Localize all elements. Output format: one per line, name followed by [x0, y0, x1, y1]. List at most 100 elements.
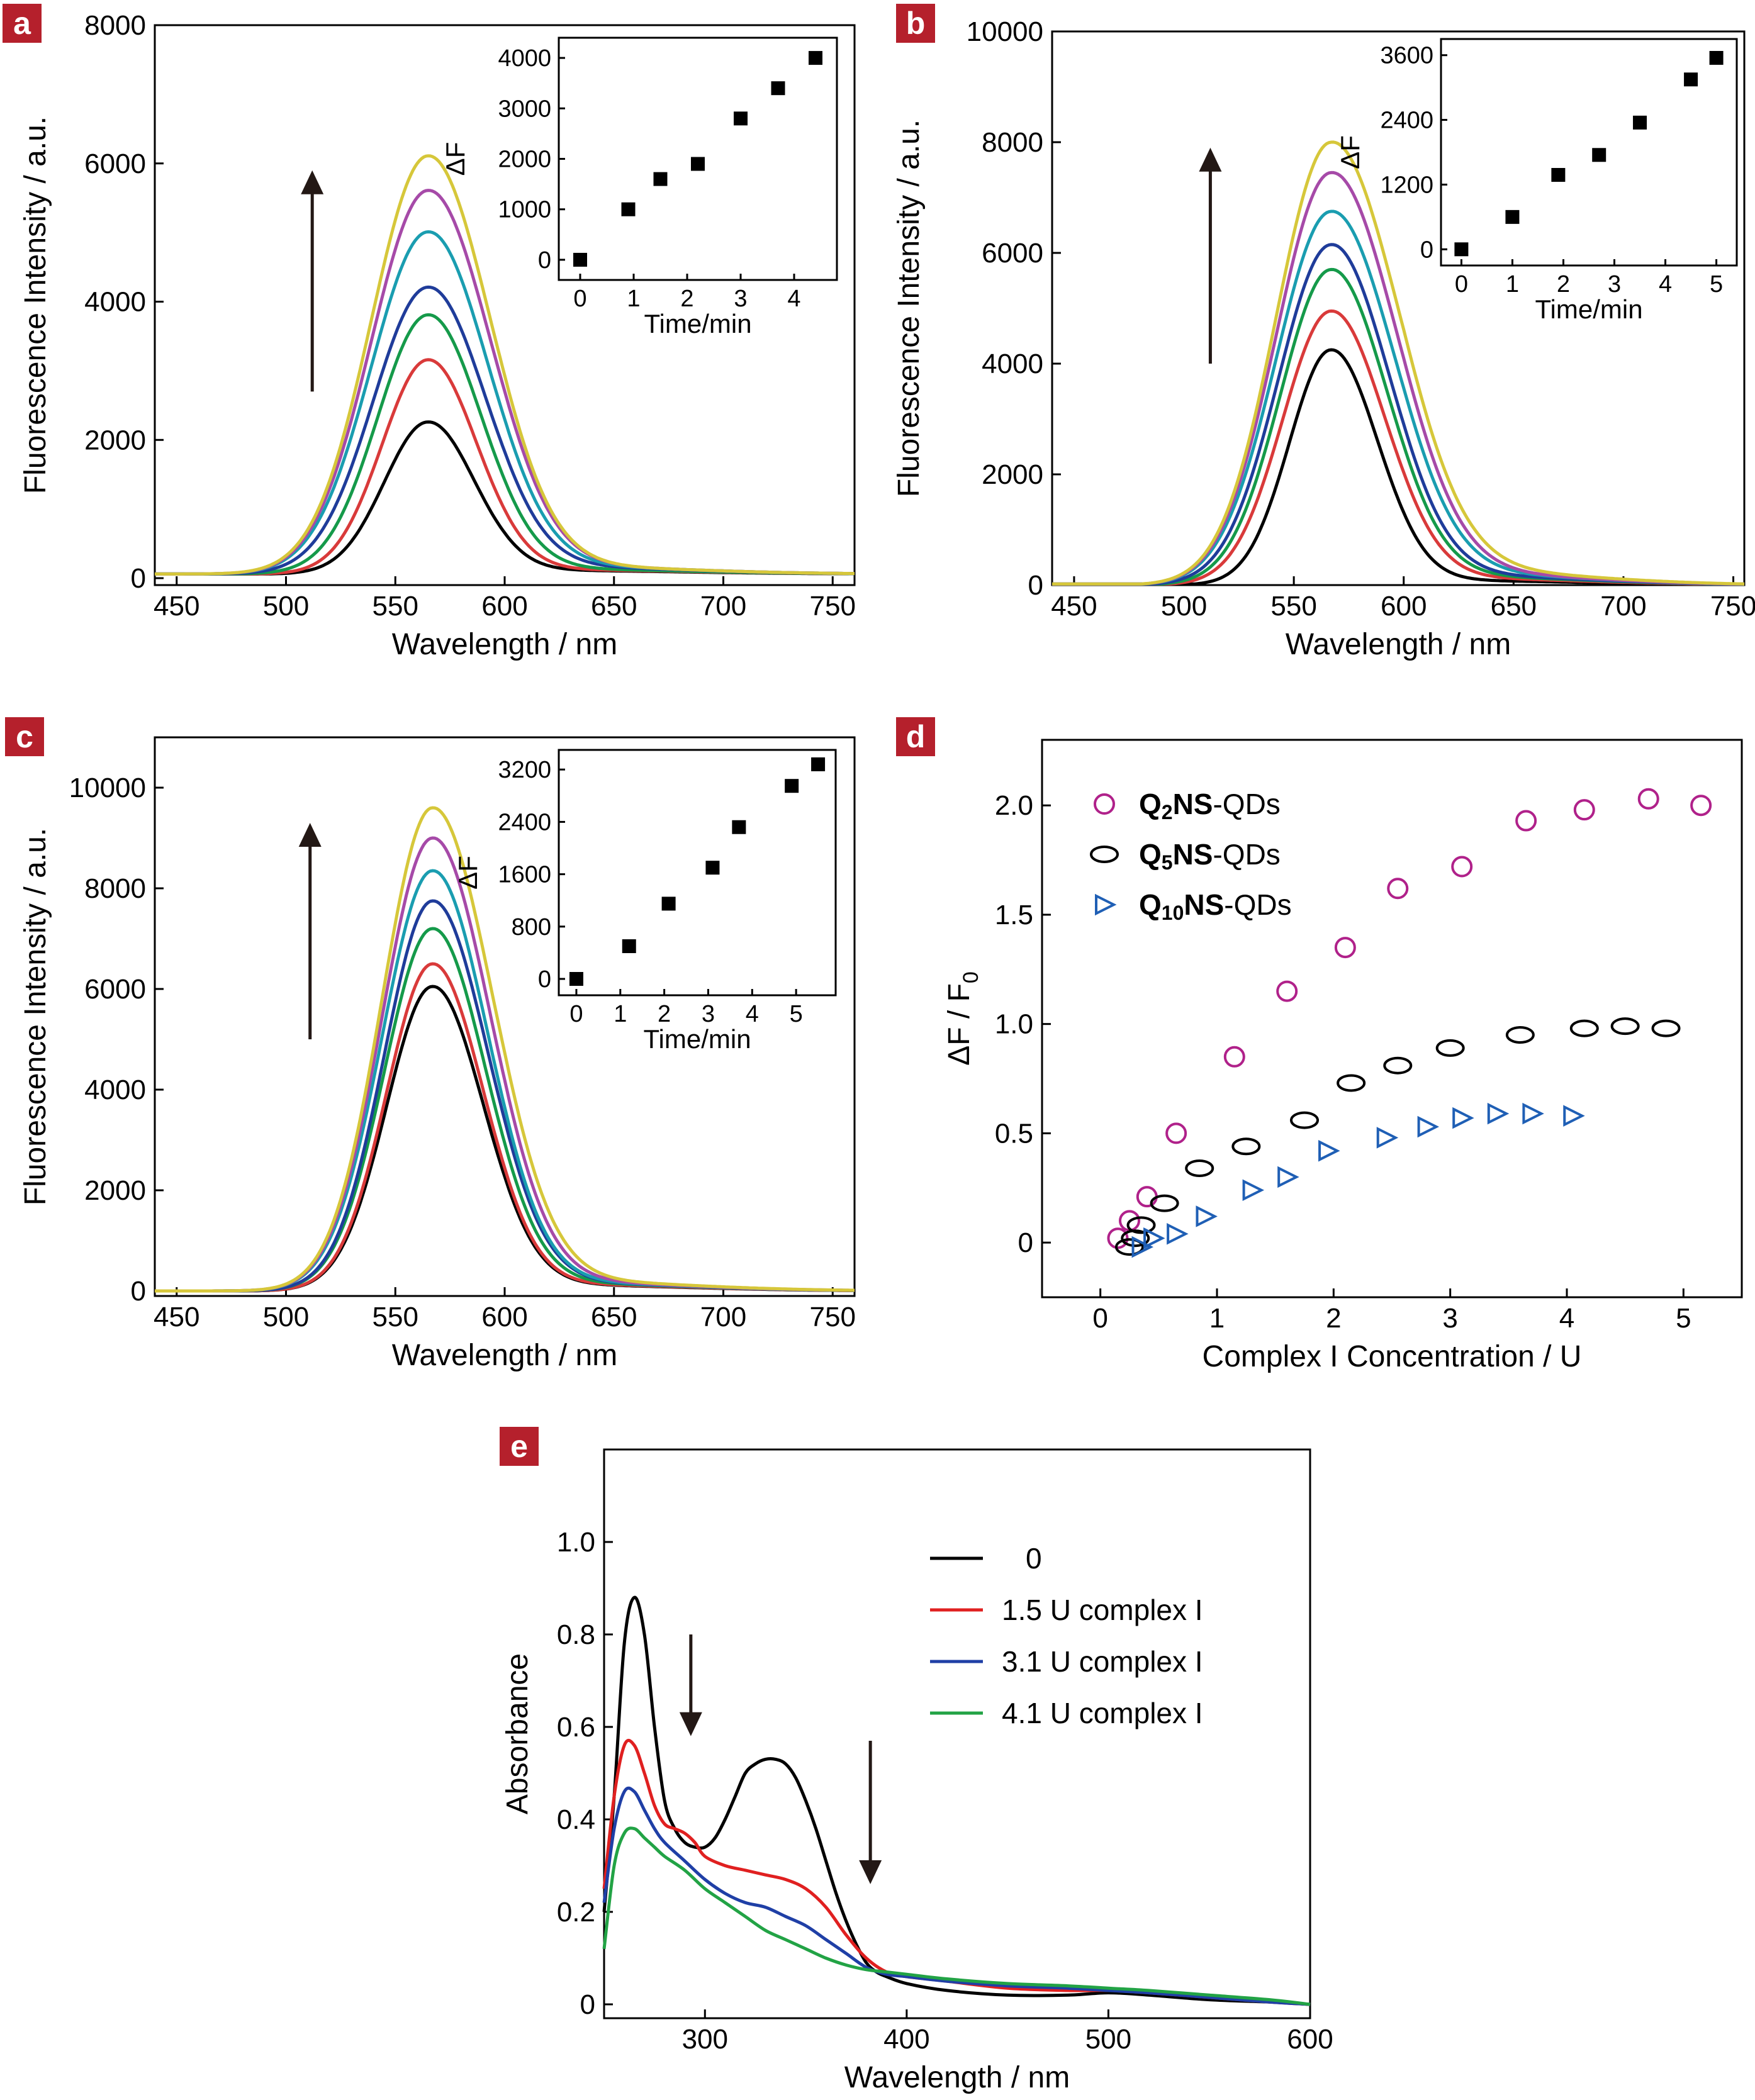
d-Q10NS-QDs-point-0 [1131, 1236, 1154, 1258]
panel-label-badge-e [500, 1427, 539, 1466]
c-inset-ytick-label-0: 0 [538, 966, 551, 993]
d-xtick-label-3: 3 [1442, 1303, 1457, 1334]
b-ytick-label-3: 6000 [982, 238, 1043, 269]
a-inset-xtick-label-3: 3 [734, 286, 747, 312]
d-legend-part-0: Q [1139, 788, 1162, 820]
d-legend-marker-Q5NS-QDs [1090, 846, 1119, 863]
c-inset-xtick-label-2: 2 [658, 1001, 671, 1027]
d-legend-part-3: -QDs [1224, 888, 1291, 921]
d-ytick-label-3: 1.5 [995, 900, 1033, 930]
d-ytick-label-4: 2.0 [995, 790, 1033, 821]
d-legend-marker-Q10NS-QDs [1095, 893, 1117, 916]
b-xtick-label-5: 700 [1600, 591, 1646, 622]
b-inset-ytick-label-1: 1200 [1380, 172, 1433, 198]
a-inset-point-5 [771, 81, 785, 96]
d-Q5NS-QDs-point-8 [1383, 1056, 1413, 1075]
e-ytick-label-0: 0 [580, 1989, 595, 2020]
a-inset-point-0 [573, 252, 587, 267]
a-inset-xtick-label-2: 2 [680, 286, 693, 312]
d-Q10NS-QDs-point-4 [1242, 1179, 1265, 1201]
d-Q5NS-QDs-point-5 [1231, 1137, 1261, 1156]
b-inset-y-axis-label: ΔF [1335, 135, 1365, 169]
d-legend-label-Q2NS-QDs: Q2NS-QDs [1139, 788, 1281, 824]
c-inset-xtick-label-3: 3 [702, 1001, 715, 1027]
a-spectrum-t6 [155, 154, 855, 576]
d-Q10NS-QDs-point-5 [1277, 1166, 1299, 1188]
c-xtick-label-0: 450 [154, 1302, 199, 1332]
a-inset-y-axis-label: ΔF [440, 142, 470, 176]
e-ytick-label-1: 0.2 [557, 1897, 595, 1928]
b-inset-ytick-label-3: 3600 [1380, 43, 1433, 69]
b-x-axis-label: Wavelength / nm [1286, 628, 1511, 661]
a-xtick-label-0: 450 [154, 591, 199, 622]
e-xtick-label-0: 300 [682, 2024, 728, 2055]
d-xtick-label-5: 5 [1676, 1303, 1691, 1334]
e-legend-label-0: 0 [1026, 1542, 1042, 1575]
panel-label-c: c [16, 719, 33, 754]
a-ytick-label-0: 0 [131, 563, 146, 594]
d-Q2NS-QDs-point-4 [1223, 1046, 1245, 1068]
b-xtick-label-2: 550 [1270, 591, 1316, 622]
b-spectrum-t6 [1052, 140, 1745, 586]
e-legend-label-1: 1.5 U complex I [1002, 1594, 1203, 1626]
d-Q2NS-QDs-point-12 [1690, 795, 1712, 817]
d-Q2NS-QDs-point-8 [1451, 856, 1473, 878]
c-xtick-label-5: 700 [700, 1302, 746, 1332]
e-ytick-label-5: 1.0 [557, 1527, 595, 1558]
d-Q10NS-QDs-point-12 [1563, 1105, 1585, 1127]
c-inset-point-4 [732, 820, 746, 834]
c-inset-xtick-label-4: 4 [746, 1001, 759, 1027]
panel-label-a: a [13, 6, 31, 41]
c-ytick-label-0: 0 [131, 1276, 146, 1307]
b-y-axis-label: Fluorescence Intensity / a.u. [892, 120, 926, 497]
d-Q5NS-QDs-point-4 [1185, 1159, 1214, 1178]
b-ytick-label-5: 10000 [967, 16, 1043, 47]
e-ytick-label-3: 0.6 [557, 1712, 595, 1743]
b-inset-xtick-label-0: 0 [1455, 271, 1468, 298]
c-ytick-label-1: 2000 [84, 1175, 146, 1206]
d-legend-part-1: 2 [1162, 801, 1173, 824]
c-xtick-label-4: 650 [591, 1302, 637, 1332]
c-xtick-label-2: 550 [373, 1302, 418, 1332]
d-legend-part-2: NS [1173, 788, 1213, 820]
a-xtick-label-3: 600 [481, 591, 527, 622]
c-y-axis-label: Fluorescence Intensity / a.u. [19, 828, 52, 1205]
a-xtick-label-2: 550 [373, 591, 418, 622]
c-inset-point-5 [785, 779, 799, 793]
a-xtick-label-4: 650 [591, 591, 637, 622]
d-y-axis-label-sub: 0 [959, 971, 983, 983]
d-legend-part-1: 10 [1162, 902, 1184, 924]
c-ytick-label-4: 8000 [84, 873, 146, 904]
d-y-axis-label: ΔF / F0 [943, 971, 983, 1066]
e-y-axis-label: Absorbance [501, 1653, 534, 1814]
b-inset-xtick-label-5: 5 [1710, 271, 1723, 298]
d-Q5NS-QDs-point-6 [1290, 1111, 1319, 1129]
d-Q10NS-QDs-point-2 [1167, 1223, 1189, 1245]
a-xtick-label-5: 700 [700, 591, 746, 622]
c-inset-point-2 [661, 896, 676, 911]
c-inset-xtick-label-5: 5 [790, 1001, 803, 1027]
b-xtick-label-6: 750 [1710, 591, 1755, 622]
c-inset-x-axis-label: Time/min [643, 1024, 751, 1054]
e-spectrum-3 [602, 1826, 1311, 2006]
e-arrow-1-head [859, 1860, 882, 1884]
e-legend-label-2: 3.1 U complex I [1002, 1645, 1203, 1678]
c-inset-point-1 [622, 939, 636, 953]
c-inset-ytick-label-3: 2400 [498, 809, 551, 835]
d-legend-label-Q10NS-QDs: Q10NS-QDs [1139, 888, 1292, 924]
c-arrow-head [298, 823, 322, 847]
a-inset-point-3 [691, 157, 705, 171]
e-plot-frame [603, 1448, 1311, 2019]
b-inset-point-4 [1633, 115, 1647, 130]
d-Q2NS-QDs-point-0 [1107, 1227, 1129, 1249]
e-ytick-label-2: 0.4 [557, 1804, 595, 1835]
d-Q5NS-QDs-point-7 [1337, 1074, 1366, 1092]
d-legend-part-0: Q [1139, 888, 1162, 921]
panel-label-badge-c [5, 717, 44, 756]
a-inset-xtick-label-0: 0 [573, 286, 586, 312]
a-ytick-label-1: 2000 [84, 425, 146, 455]
c-xtick-label-3: 600 [481, 1302, 527, 1332]
a-y-axis-label: Fluorescence Intensity / a.u. [19, 116, 52, 494]
